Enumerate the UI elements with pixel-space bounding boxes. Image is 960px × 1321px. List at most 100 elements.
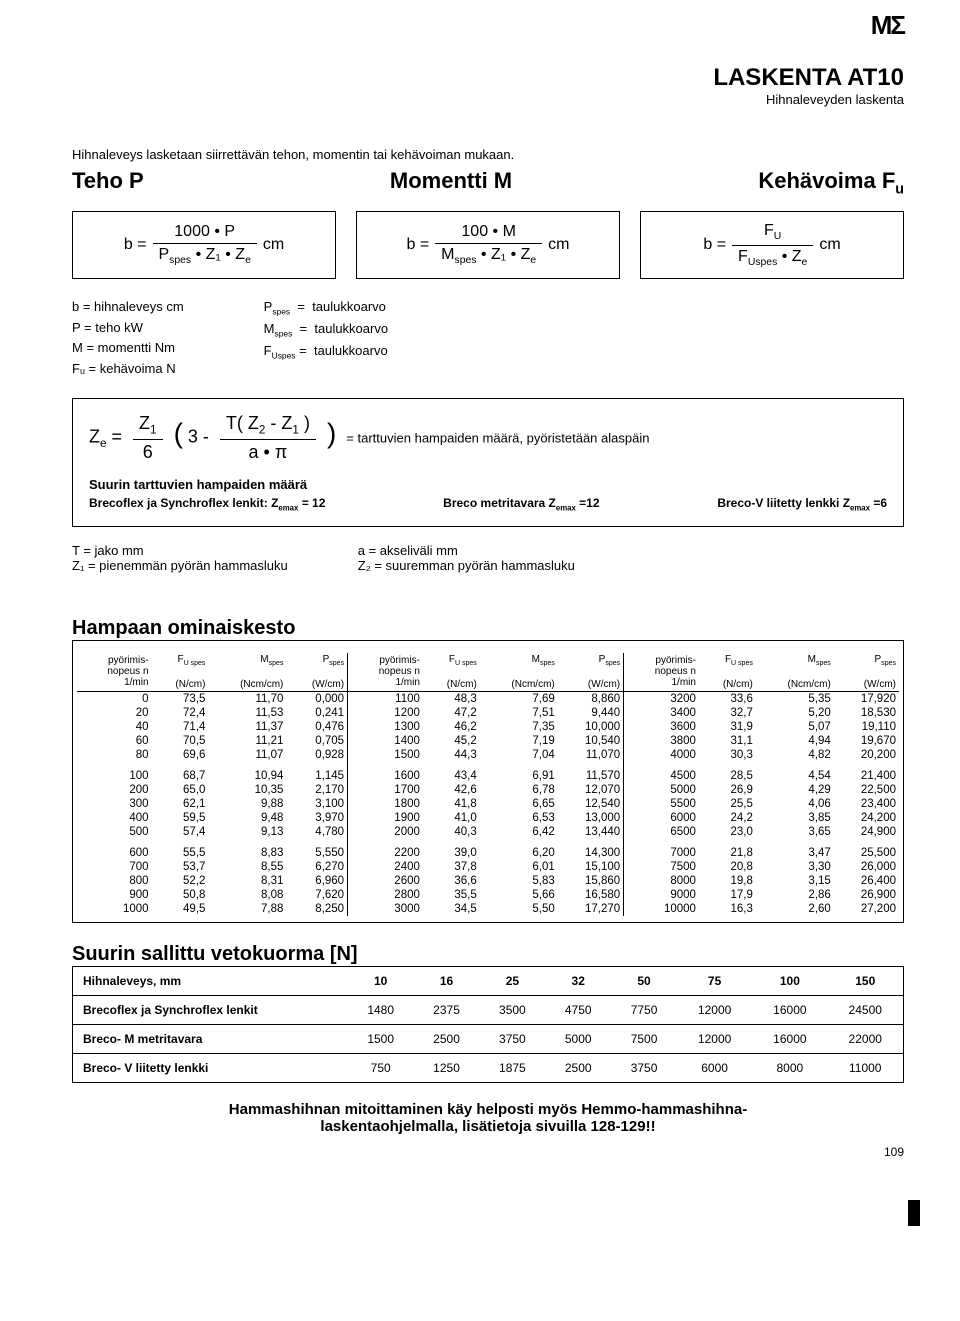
data-cell: 1900 (348, 811, 423, 825)
page-title: LASKENTA AT10 (72, 64, 904, 92)
def-line: P = teho kW (72, 318, 184, 339)
data-cell: 41,0 (423, 811, 480, 825)
data-cell: 50,8 (152, 888, 209, 902)
data-cell: 3600 (624, 720, 699, 734)
ze-item: Breco metritavara Zemax =12 (443, 496, 599, 512)
data-cell: 6,53 (480, 811, 558, 825)
load-header-cell: 10 (348, 966, 414, 995)
tz-definitions: T = jako mm Z₁ = pienemmän pyörän hammas… (72, 543, 904, 573)
data-cell: 0,241 (286, 706, 347, 720)
load-cell: 2500 (545, 1053, 611, 1082)
data-cell: 16,580 (558, 888, 624, 902)
data-cell: 5,550 (286, 839, 347, 860)
data-cell: 300 (77, 797, 152, 811)
data-cell: 3,100 (286, 797, 347, 811)
data-cell: 1200 (348, 706, 423, 720)
data-cell: 1700 (348, 783, 423, 797)
col-kehavoima: Kehävoima Fu (758, 168, 904, 197)
data-cell: 8,250 (286, 902, 347, 916)
data-cell: 19,8 (699, 874, 756, 888)
data-cell: 7,51 (480, 706, 558, 720)
col-momentti: Momentti M (390, 168, 512, 197)
ze-item: Breco-V liitetty lenkki Zemax =6 (717, 496, 887, 512)
data-cell: 18,530 (834, 706, 899, 720)
data-cell: 1,145 (286, 762, 347, 783)
footer-note: Hammashihnan mitoittaminen käy helposti … (72, 1101, 904, 1135)
data-cell: 59,5 (152, 811, 209, 825)
data-cell: 23,400 (834, 797, 899, 811)
load-cell: 3750 (611, 1053, 677, 1082)
data-cell: 39,0 (423, 839, 480, 860)
tz-line: Z₁ = pienemmän pyörän hammasluku (72, 558, 288, 573)
col-f: FU spes(N/cm) (152, 653, 209, 691)
title-block: LASKENTA AT10 Hihnaleveyden laskenta (72, 64, 904, 107)
data-cell: 0,928 (286, 748, 347, 762)
data-cell: 17,9 (699, 888, 756, 902)
data-cell: 62,1 (152, 797, 209, 811)
load-cell: 16000 (752, 1024, 827, 1053)
load-cell: Brecoflex ja Synchroflex lenkit (73, 995, 348, 1024)
load-cell: 7500 (611, 1024, 677, 1053)
data-cell: 10000 (624, 902, 699, 916)
data-cell: 5,50 (480, 902, 558, 916)
logo: MΣ (871, 10, 904, 41)
data-cell: 7,88 (208, 902, 286, 916)
data-cell: 31,1 (699, 734, 756, 748)
data-cell: 72,4 (152, 706, 209, 720)
col-m: Mspes(Ncm/cm) (480, 653, 558, 691)
data-cell: 31,9 (699, 720, 756, 734)
data-cell: 1100 (348, 691, 423, 706)
data-cell: 11,53 (208, 706, 286, 720)
load-header-cell: 50 (611, 966, 677, 995)
data-cell: 11,07 (208, 748, 286, 762)
data-cell: 7,04 (480, 748, 558, 762)
data-cell: 9,48 (208, 811, 286, 825)
load-cell: 22000 (827, 1024, 903, 1053)
data-cell: 10,35 (208, 783, 286, 797)
load-cell: 750 (348, 1053, 414, 1082)
data-cell: 1000 (77, 902, 152, 916)
data-cell: 4000 (624, 748, 699, 762)
load-cell: 2500 (414, 1024, 480, 1053)
load-cell: Breco- M metritavara (73, 1024, 348, 1053)
intro-text: Hihnaleveys lasketaan siirrettävän tehon… (72, 147, 904, 162)
def-line: Fᵤ = kehävoima N (72, 359, 184, 380)
load-cell: 16000 (752, 995, 827, 1024)
data-cell: 26,9 (699, 783, 756, 797)
data-cell: 30,3 (699, 748, 756, 762)
load-header-cell: 150 (827, 966, 903, 995)
formula-p: b = 1000 • P Pspes • Z₁ • Ze cm (72, 211, 336, 278)
data-cell: 3,15 (756, 874, 834, 888)
data-cell: 4,82 (756, 748, 834, 762)
data-cell: 32,7 (699, 706, 756, 720)
data-cell: 3,30 (756, 860, 834, 874)
load-cell: 5000 (545, 1024, 611, 1053)
data-cell: 6,65 (480, 797, 558, 811)
data-cell: 2800 (348, 888, 423, 902)
def-line: FUspes = taulukkoarvo (264, 341, 388, 363)
load-table: Hihnaleveys, mm101625325075100150 Brecof… (72, 966, 904, 1083)
data-cell: 5,07 (756, 720, 834, 734)
def-line: M = momentti Nm (72, 338, 184, 359)
page-subtitle: Hihnaleveyden laskenta (72, 92, 904, 107)
data-cell: 6,270 (286, 860, 347, 874)
data-cell: 68,7 (152, 762, 209, 783)
data-cell: 15,860 (558, 874, 624, 888)
data-cell: 8,31 (208, 874, 286, 888)
def-line: Pspes = taulukkoarvo (264, 297, 388, 319)
data-cell: 70,5 (152, 734, 209, 748)
data-cell: 5,20 (756, 706, 834, 720)
data-cell: 0,476 (286, 720, 347, 734)
data-cell: 40 (77, 720, 152, 734)
section-tab-marker (908, 1200, 920, 1226)
data-cell: 48,3 (423, 691, 480, 706)
col-m: Mspes(Ncm/cm) (756, 653, 834, 691)
def-line: Mspes = taulukkoarvo (264, 319, 388, 341)
data-cell: 1800 (348, 797, 423, 811)
data-cell: 28,5 (699, 762, 756, 783)
data-cell: 20,8 (699, 860, 756, 874)
data-cell: 36,6 (423, 874, 480, 888)
data-cell: 2,60 (756, 902, 834, 916)
data-cell: 60 (77, 734, 152, 748)
ze-box: Ze = Z16 ( 3 - T( Z2 - Z1 )a • π ) = tar… (72, 398, 904, 527)
